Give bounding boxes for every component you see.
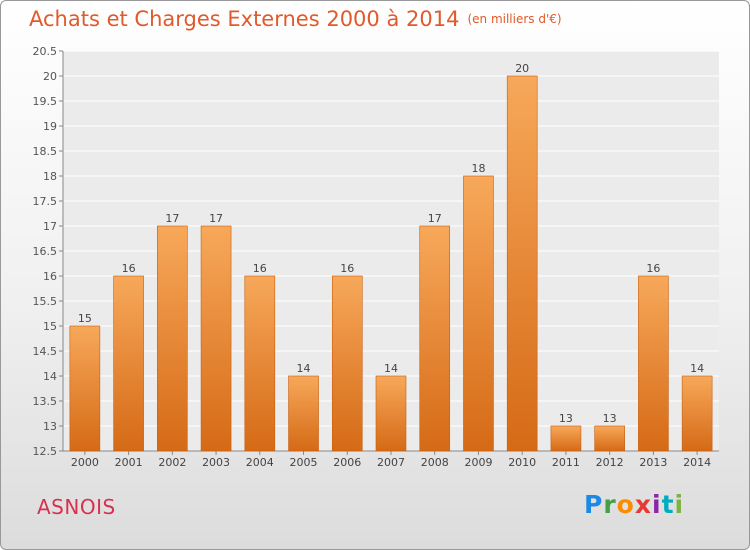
x-tick-label-2011: 2011 <box>552 456 580 469</box>
x-tick-label-2014: 2014 <box>683 456 711 469</box>
data-label-2008: 17 <box>428 212 442 225</box>
data-label-2002: 17 <box>165 212 179 225</box>
y-tick-label: 19.5 <box>33 95 58 108</box>
data-label-2014: 14 <box>690 362 704 375</box>
chart-title: Achats et Charges Externes 2000 à 2014 (e… <box>29 7 562 31</box>
data-label-2003: 17 <box>209 212 223 225</box>
chart-title-text: Achats et Charges Externes 2000 à 2014 <box>29 7 460 31</box>
y-tick-label: 13.5 <box>33 395 58 408</box>
x-tick-label-2001: 2001 <box>115 456 143 469</box>
bar-2011 <box>550 425 582 452</box>
chart-unit: (en milliers d'€) <box>467 12 562 26</box>
x-tick-label-2003: 2003 <box>202 456 230 469</box>
data-label-2007: 14 <box>384 362 398 375</box>
data-label-2013: 16 <box>646 262 660 275</box>
bar-2007 <box>375 375 407 452</box>
bar-2013 <box>638 275 669 452</box>
data-label-2000: 15 <box>78 312 92 325</box>
x-tick-label-2005: 2005 <box>290 456 318 469</box>
label-layer: 15 2000 16 2001 17 2002 17 2003 16 2004 14 2005 16 20… <box>71 62 711 469</box>
y-tick-label: 15 <box>43 320 57 333</box>
proxiti-logo: Proxiti <box>584 490 685 519</box>
y-tick-label: 17 <box>43 220 57 233</box>
bar-2008 <box>419 225 451 452</box>
x-tick-label-2004: 2004 <box>246 456 274 469</box>
bar-2006 <box>331 275 363 452</box>
y-tick-label: 15.5 <box>33 295 58 308</box>
data-label-2005: 14 <box>297 362 311 375</box>
x-tick-label-2012: 2012 <box>596 456 624 469</box>
x-tick-label-2010: 2010 <box>508 456 536 469</box>
x-tick-label-2000: 2000 <box>71 456 99 469</box>
y-tick-label: 16.5 <box>33 245 58 258</box>
data-label-2010: 20 <box>515 62 529 75</box>
y-tick-label: 17.5 <box>33 195 58 208</box>
x-tick-label-2008: 2008 <box>421 456 449 469</box>
bar-2004 <box>244 275 276 452</box>
x-tick-label-2006: 2006 <box>333 456 361 469</box>
bar-2002 <box>157 225 188 452</box>
y-tick-label: 19 <box>43 120 57 133</box>
bar-2000 <box>69 325 101 452</box>
x-tick-label-2009: 2009 <box>464 456 492 469</box>
data-label-2012: 13 <box>603 412 617 425</box>
bar-2009 <box>463 175 494 452</box>
bar-2012 <box>594 425 625 452</box>
bar-2005 <box>288 375 319 452</box>
y-tick-label: 12.5 <box>33 445 58 458</box>
data-label-2009: 18 <box>471 162 485 175</box>
data-label-2001: 16 <box>122 262 136 275</box>
data-label-2011: 13 <box>559 412 573 425</box>
y-tick-label: 14 <box>43 370 57 383</box>
data-label-2006: 16 <box>340 262 354 275</box>
y-tick-label: 13 <box>43 420 57 433</box>
y-tick-label: 18.5 <box>33 145 58 158</box>
bar-layer <box>69 75 713 452</box>
y-tick-label: 20.5 <box>33 45 58 58</box>
bar-2003 <box>200 225 232 452</box>
y-tick-label: 18 <box>43 170 57 183</box>
bar-2014 <box>681 375 713 452</box>
x-tick-label-2002: 2002 <box>158 456 186 469</box>
bar-2001 <box>113 275 144 452</box>
data-label-2004: 16 <box>253 262 267 275</box>
commune-name: ASNOIS <box>37 495 116 519</box>
y-tick-label: 20 <box>43 70 57 83</box>
x-tick-label-2007: 2007 <box>377 456 405 469</box>
bar-2010 <box>506 75 538 452</box>
x-tick-label-2013: 2013 <box>639 456 667 469</box>
y-tick-label: 14.5 <box>33 345 58 358</box>
y-tick-label: 16 <box>43 270 57 283</box>
